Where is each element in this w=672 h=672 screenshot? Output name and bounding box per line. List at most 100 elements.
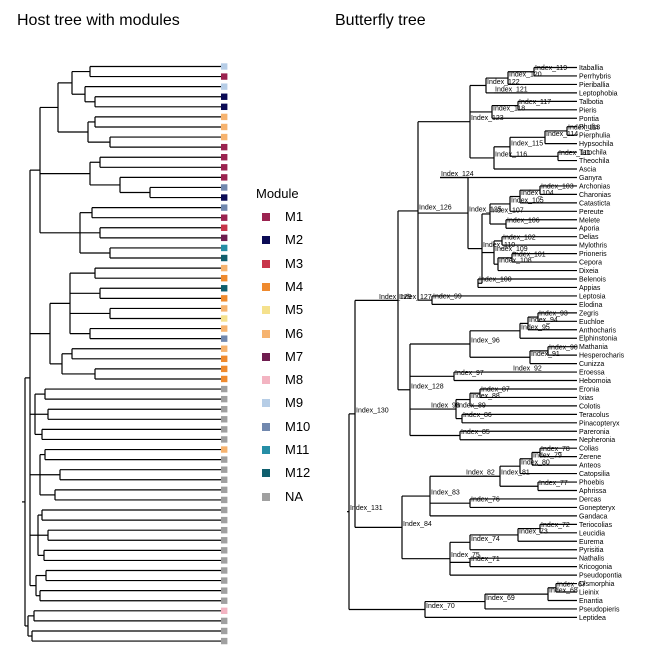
butterfly-node-label: Index_122 bbox=[487, 79, 520, 86]
butterfly-node-label: Index_121 bbox=[495, 86, 528, 93]
butterfly-tip-label: Kricogonia bbox=[579, 564, 612, 571]
butterfly-node-label: Index_102 bbox=[503, 234, 536, 241]
host-tip-module-marker bbox=[221, 436, 228, 443]
butterfly-tip-label: Mathania bbox=[579, 344, 608, 351]
butterfly-node-label: Index_115 bbox=[511, 140, 543, 147]
host-panel-title: Host tree with modules bbox=[17, 12, 180, 29]
host-tip-module-marker bbox=[221, 123, 228, 131]
butterfly-node-label: Index_124 bbox=[441, 171, 474, 178]
butterfly-tip-label: Pareronia bbox=[579, 429, 609, 436]
butterfly-node-label: Index_111 bbox=[559, 150, 591, 157]
butterfly-node-label: Index_116 bbox=[495, 151, 527, 158]
butterfly-tip-label: Phoebis bbox=[579, 480, 605, 487]
host-tip-module-marker bbox=[221, 355, 228, 363]
butterfly-tip-label: Eronia bbox=[579, 386, 599, 393]
butterfly-tip-label: Gonepteryx bbox=[579, 505, 616, 512]
butterfly-node-label: Index_106 bbox=[507, 218, 540, 225]
butterfly-node-label: Index_67 bbox=[557, 581, 586, 588]
butterfly-tip-label: Pontia bbox=[579, 116, 599, 123]
butterfly-node-label: Index_113 bbox=[568, 124, 600, 131]
butterfly-tip-label: Anthocharis bbox=[579, 327, 616, 334]
butterfly-tip-label: Melete bbox=[579, 217, 600, 224]
butterfly-tip-label: Dixeia bbox=[579, 268, 599, 275]
butterfly-tip-label: Pinacopteryx bbox=[579, 420, 620, 427]
butterfly-node-label: Index_91 bbox=[531, 351, 560, 358]
butterfly-tip-label: Teriocolias bbox=[579, 522, 613, 529]
legend-swatch bbox=[262, 282, 270, 291]
butterfly-tip-label: Leptophobia bbox=[579, 90, 618, 97]
butterfly-node-label: Index_85 bbox=[461, 429, 490, 436]
legend-swatch bbox=[262, 329, 270, 338]
host-tip-module-marker bbox=[221, 274, 228, 282]
butterfly-tip-label: Nepheronia bbox=[579, 437, 615, 444]
host-tip-module-marker bbox=[221, 557, 228, 564]
butterfly-node-label: Index_129 bbox=[379, 294, 412, 301]
legend-title: Module bbox=[256, 186, 299, 201]
host-tip-module-marker bbox=[221, 375, 228, 383]
legend-swatch bbox=[262, 422, 270, 431]
host-tip-module-marker bbox=[221, 385, 228, 393]
legend-swatch bbox=[262, 213, 270, 221]
butterfly-tip-label: Pieriballia bbox=[579, 82, 609, 89]
butterfly-node-label: Index_82 bbox=[466, 470, 495, 477]
butterfly-node-label: Index_125 bbox=[469, 207, 502, 214]
butterfly-tip-label: Zerene bbox=[579, 454, 601, 461]
host-tip-module-marker bbox=[221, 113, 228, 121]
butterfly-tip-label: Tatochila bbox=[579, 150, 607, 157]
host-tip-module-marker bbox=[221, 214, 228, 221]
host-tip-module-marker bbox=[221, 395, 228, 403]
butterfly-tip-label: Pyrisitia bbox=[579, 547, 604, 554]
butterfly-node-label: Index_94 bbox=[529, 317, 558, 324]
butterfly-node-label: Index_84 bbox=[403, 521, 432, 528]
butterfly-node-label: Index_130 bbox=[356, 407, 389, 414]
host-tip-module-marker bbox=[221, 476, 228, 483]
butterfly-node-label: Index_101 bbox=[513, 251, 546, 258]
legend-label: M1 bbox=[285, 209, 304, 224]
host-tip-module-marker bbox=[221, 133, 228, 141]
butterfly-tip-label: Leptidea bbox=[579, 615, 606, 622]
butterfly-tip-label: Catopsilia bbox=[579, 471, 610, 478]
host-tip-module-marker bbox=[221, 526, 228, 534]
host-tip-module-marker bbox=[221, 103, 228, 111]
butterfly-tip-label: Cepora bbox=[579, 260, 602, 267]
butterfly-tip-label: Nathalis bbox=[579, 556, 605, 563]
butterfly-tip-label: Delias bbox=[579, 234, 599, 241]
butterfly-tip-label: Hypsochila bbox=[579, 141, 613, 148]
host-tip-module-marker bbox=[221, 537, 228, 544]
host-tip-module-marker bbox=[221, 446, 228, 453]
butterfly-node-label: Index_79 bbox=[533, 452, 562, 459]
butterfly-node-label: Index_71 bbox=[471, 556, 500, 563]
host-tip-module-marker bbox=[221, 244, 228, 252]
legend-label: M11 bbox=[285, 442, 310, 457]
butterfly-node-label: Index_73 bbox=[519, 528, 548, 535]
host-tip-module-marker bbox=[221, 73, 228, 80]
butterfly-tip-label: Zegris bbox=[579, 310, 599, 317]
host-tip-module-marker bbox=[221, 406, 228, 413]
butterfly-node-label: Index_68 bbox=[549, 588, 578, 595]
butterfly-tip-label: Dercas bbox=[579, 496, 602, 503]
butterfly-tip-label: Colias bbox=[579, 446, 599, 453]
butterfly-node-label: Index_93 bbox=[539, 311, 568, 318]
host-tip-module-marker bbox=[221, 496, 228, 504]
butterfly-node-label: Index_128 bbox=[411, 383, 444, 390]
butterfly-node-label: Index_95 bbox=[521, 324, 550, 331]
butterfly-tip-label: Ixias bbox=[579, 395, 594, 402]
legend-swatch bbox=[262, 352, 270, 361]
host-tip-module-marker bbox=[221, 617, 228, 625]
butterfly-node-label: Index_97 bbox=[455, 370, 484, 377]
legend-label: M12 bbox=[285, 465, 311, 481]
butterfly-node-label: Index_117 bbox=[519, 99, 551, 106]
butterfly-tip-label: Perrhybris bbox=[579, 73, 611, 80]
host-tip-module-marker bbox=[221, 466, 228, 473]
butterfly-tip-label: Ganyra bbox=[579, 175, 602, 182]
butterfly-tip-label: Pseudopontia bbox=[579, 573, 622, 580]
butterfly-tip-label: Belenois bbox=[579, 277, 606, 284]
butterfly-tip-label: Colotis bbox=[579, 403, 601, 410]
host-tip-module-marker bbox=[221, 547, 228, 554]
butterfly-node-label: Index_127 bbox=[399, 294, 432, 301]
butterfly-node-label: Index_119 bbox=[535, 65, 567, 72]
butterfly-tip-label: Elphinstonia bbox=[579, 336, 617, 343]
